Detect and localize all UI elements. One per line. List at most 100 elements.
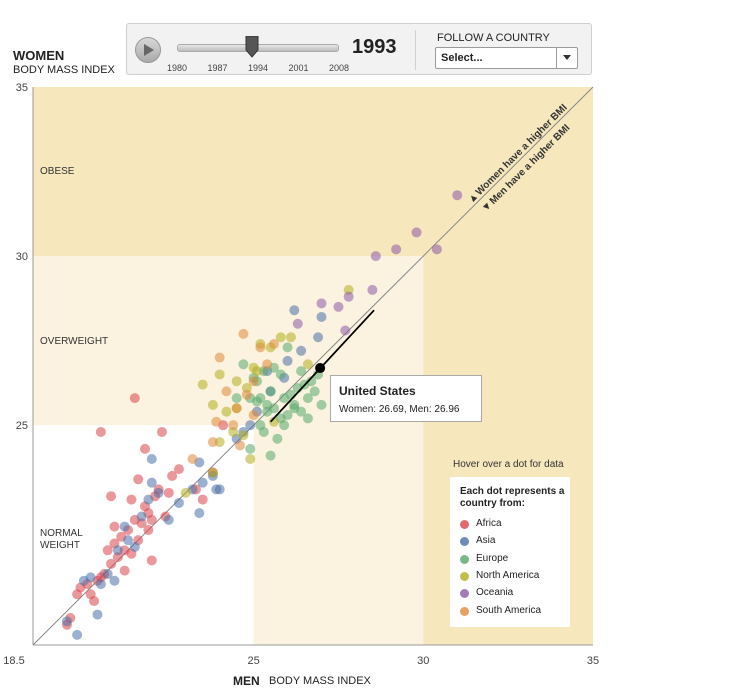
data-point[interactable] xyxy=(146,555,157,566)
data-point[interactable] xyxy=(214,369,225,380)
data-point[interactable] xyxy=(265,450,276,461)
data-point[interactable] xyxy=(106,558,117,569)
data-point[interactable] xyxy=(187,454,198,464)
data-point[interactable] xyxy=(129,393,140,404)
data-point[interactable] xyxy=(238,430,249,441)
data-point[interactable] xyxy=(265,386,276,397)
data-point[interactable] xyxy=(140,443,150,454)
data-point[interactable] xyxy=(248,410,259,421)
data-point[interactable] xyxy=(296,345,307,356)
data-point[interactable] xyxy=(282,342,293,353)
data-point[interactable] xyxy=(262,359,273,370)
data-point[interactable] xyxy=(285,332,296,343)
data-point[interactable] xyxy=(102,545,113,556)
data-point[interactable] xyxy=(61,616,72,627)
data-point[interactable] xyxy=(306,376,317,387)
data-point[interactable] xyxy=(126,494,137,505)
data-point[interactable] xyxy=(95,579,106,590)
data-point[interactable] xyxy=(282,355,293,366)
data-point[interactable] xyxy=(72,629,83,640)
data-point[interactable] xyxy=(309,386,320,397)
data-point[interactable] xyxy=(316,311,327,322)
data-point[interactable] xyxy=(279,420,290,431)
data-point[interactable] xyxy=(102,568,113,579)
data-point[interactable] xyxy=(343,291,354,302)
data-point[interactable] xyxy=(367,284,378,295)
data-point[interactable] xyxy=(272,433,283,444)
data-point[interactable] xyxy=(197,494,208,505)
data-point[interactable] xyxy=(262,399,273,410)
data-point[interactable] xyxy=(214,352,225,363)
data-point[interactable] xyxy=(316,298,327,309)
data-point[interactable] xyxy=(282,410,293,421)
data-point[interactable] xyxy=(153,487,164,498)
data-point[interactable] xyxy=(156,426,167,437)
data-point[interactable] xyxy=(258,426,269,437)
country-select[interactable]: Select... xyxy=(435,47,578,69)
data-point[interactable] xyxy=(313,332,324,343)
data-point[interactable] xyxy=(248,376,259,387)
data-point[interactable] xyxy=(255,342,266,353)
data-point[interactable] xyxy=(452,190,463,201)
data-point[interactable] xyxy=(268,416,279,427)
data-point[interactable] xyxy=(146,477,157,488)
data-point[interactable] xyxy=(207,467,218,478)
data-point[interactable] xyxy=(391,244,402,255)
data-point[interactable] xyxy=(289,403,300,414)
data-point[interactable] xyxy=(268,339,279,350)
data-point[interactable] xyxy=(238,328,249,339)
data-point[interactable] xyxy=(123,535,134,546)
data-point[interactable] xyxy=(235,440,246,451)
data-point[interactable] xyxy=(296,366,307,377)
data-point[interactable] xyxy=(241,389,252,400)
data-point[interactable] xyxy=(292,318,303,329)
data-point[interactable] xyxy=(275,369,286,380)
data-point[interactable] xyxy=(136,511,147,522)
data-point[interactable] xyxy=(245,443,256,454)
data-point[interactable] xyxy=(197,379,208,390)
data-point[interactable] xyxy=(316,399,327,410)
data-point[interactable] xyxy=(106,491,117,502)
data-point[interactable] xyxy=(92,609,103,620)
slider-handle[interactable] xyxy=(245,35,259,58)
highlight-point[interactable] xyxy=(315,363,326,374)
data-point[interactable] xyxy=(221,386,232,397)
data-point[interactable] xyxy=(207,437,218,448)
data-point[interactable] xyxy=(231,403,242,414)
data-point[interactable] xyxy=(302,413,313,424)
data-point[interactable] xyxy=(146,514,157,525)
data-point[interactable] xyxy=(340,325,351,336)
data-point[interactable] xyxy=(248,362,259,373)
data-point[interactable] xyxy=(143,494,154,505)
data-point[interactable] xyxy=(133,474,144,485)
data-point[interactable] xyxy=(302,359,313,370)
data-point[interactable] xyxy=(214,484,225,495)
data-point[interactable] xyxy=(109,575,120,586)
data-point[interactable] xyxy=(255,393,266,404)
data-point[interactable] xyxy=(245,454,256,464)
data-point[interactable] xyxy=(231,376,242,387)
data-point[interactable] xyxy=(146,454,157,464)
data-point[interactable] xyxy=(194,508,205,519)
data-point[interactable] xyxy=(109,521,120,532)
dropdown-arrow-icon[interactable] xyxy=(556,48,577,68)
data-point[interactable] xyxy=(95,426,106,437)
data-point[interactable] xyxy=(228,420,239,431)
data-point[interactable] xyxy=(180,487,191,498)
data-point[interactable] xyxy=(231,393,242,404)
play-button[interactable] xyxy=(135,37,161,63)
data-point[interactable] xyxy=(431,244,442,255)
data-point[interactable] xyxy=(289,305,300,316)
data-point[interactable] xyxy=(302,393,313,404)
data-point[interactable] xyxy=(163,487,174,498)
data-point[interactable] xyxy=(129,541,140,552)
data-point[interactable] xyxy=(275,332,286,343)
data-point[interactable] xyxy=(245,420,256,431)
data-point[interactable] xyxy=(167,470,178,481)
data-point[interactable] xyxy=(370,251,381,262)
data-point[interactable] xyxy=(143,525,154,536)
data-point[interactable] xyxy=(119,521,130,532)
data-point[interactable] xyxy=(119,565,130,576)
data-point[interactable] xyxy=(173,497,184,508)
data-point[interactable] xyxy=(112,545,123,556)
